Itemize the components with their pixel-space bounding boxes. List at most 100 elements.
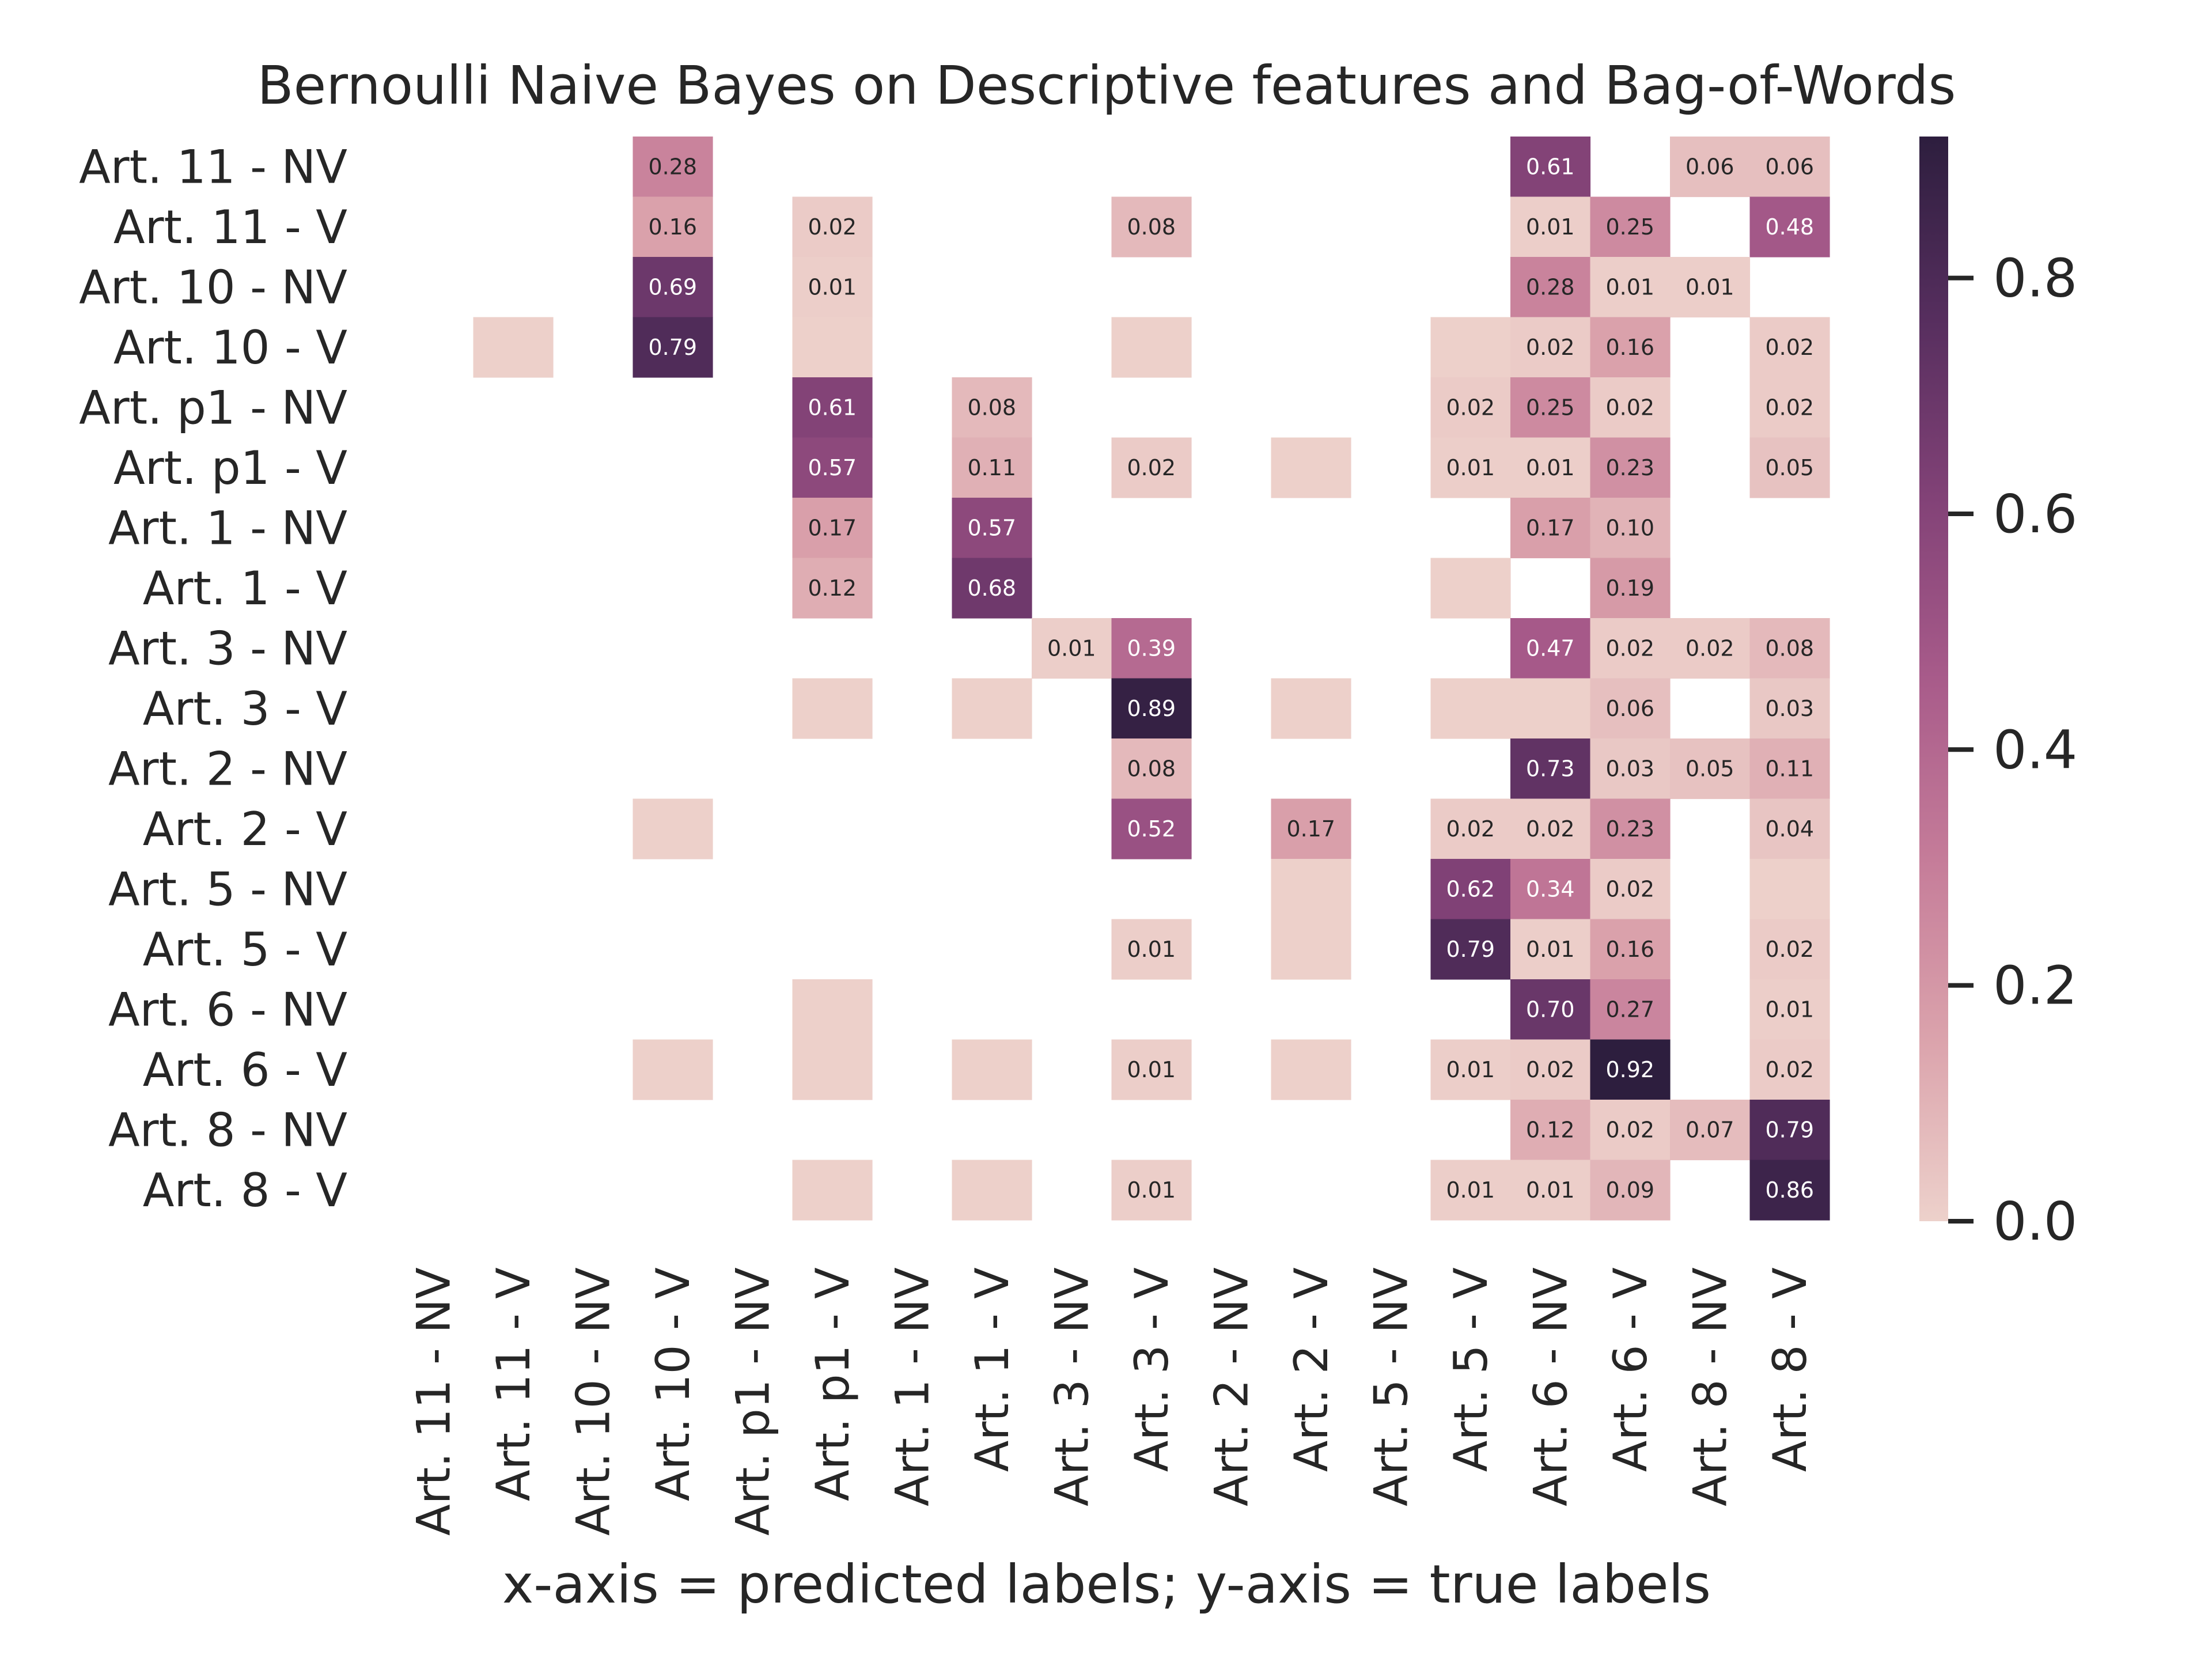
- cell-value-label: 0.48: [1765, 214, 1814, 240]
- heatmap-cell: [1111, 437, 1192, 498]
- heatmap-cell: [1510, 137, 1591, 198]
- cell-value-label: 0.92: [1605, 1057, 1654, 1082]
- y-tick-label: Art. 5 - NV: [108, 862, 347, 916]
- cell-value-label: 0.28: [648, 154, 697, 179]
- x-tick-label: Art. 11 - V: [487, 1267, 540, 1501]
- cell-value-label: 0.70: [1526, 997, 1575, 1022]
- heatmap-cell: [1430, 919, 1511, 980]
- heatmap-cell: [1271, 798, 1351, 859]
- heatmap-cell: [792, 1039, 873, 1100]
- heatmap-cell: [1111, 317, 1192, 378]
- x-tick-label: Art. 11 - NV: [407, 1267, 460, 1536]
- cell-value-label: 0.25: [1605, 214, 1654, 240]
- heatmap-cell: [1749, 437, 1830, 498]
- heatmap-cell: [1510, 678, 1591, 739]
- x-tick-label: Art. 5 - V: [1444, 1267, 1498, 1472]
- heatmap-cell: [1590, 437, 1671, 498]
- heatmap-cell: [952, 1160, 1032, 1221]
- y-tick-label: Art. 10 - NV: [79, 260, 347, 314]
- heatmap-cell: [1510, 498, 1591, 559]
- heatmap-cell: [1749, 678, 1830, 739]
- cell-value-label: 0.61: [1526, 154, 1575, 179]
- cell-value-label: 0.27: [1605, 997, 1654, 1022]
- heatmap-cell: [1510, 919, 1591, 980]
- heatmap-cell: [1749, 377, 1830, 438]
- cell-value-label: 0.01: [1127, 1177, 1176, 1203]
- cell-value-label: 0.02: [1526, 816, 1575, 842]
- heatmap-cell: [1670, 1100, 1751, 1161]
- y-tick-label: Art. 2 - NV: [108, 742, 347, 796]
- heatmap-cell: [1510, 257, 1591, 318]
- heatmap-cell: [1510, 1039, 1591, 1100]
- heatmap-cell: [792, 257, 873, 318]
- cell-value-label: 0.23: [1605, 455, 1654, 480]
- heatmap-cell: [1590, 317, 1671, 378]
- y-tick-label: Art. 3 - NV: [108, 622, 347, 675]
- heatmap-cell: [1590, 257, 1671, 318]
- heatmap-cell: [1510, 377, 1591, 438]
- heatmap-cell: [952, 678, 1032, 739]
- cell-value-label: 0.01: [1526, 1177, 1575, 1203]
- heatmap-cell: [792, 558, 873, 619]
- x-axis-tick-labels: Art. 11 - NV Art. 11 - V Art. 10 - NV Art. …: [407, 1267, 1817, 1536]
- cell-value-label: 0.02: [1446, 816, 1495, 842]
- cell-value-label: 0.02: [1605, 395, 1654, 420]
- heatmap-cell: [1111, 1039, 1192, 1100]
- colorbar-tick-label: 0.4: [1993, 719, 2077, 781]
- heatmap-cell: [1510, 196, 1591, 257]
- y-tick-label: Art. 1 - NV: [108, 501, 347, 555]
- colorbar-tick-label: 0.6: [1993, 483, 2077, 545]
- colorbar-tick-label: 0.8: [1993, 248, 2077, 309]
- heatmap-cell: [1510, 1160, 1591, 1221]
- heatmap-cell: [1111, 919, 1192, 980]
- cell-value-label: 0.16: [1605, 335, 1654, 360]
- chart-title: Bernoulli Naive Bayes on Descriptive fea…: [257, 55, 1956, 116]
- heatmap-cell: [1749, 1100, 1830, 1161]
- cell-value-label: 0.39: [1127, 635, 1176, 661]
- cell-value-label: 0.61: [808, 395, 857, 420]
- heatmap-cell: [1032, 618, 1112, 679]
- heatmap-cell: [1271, 859, 1351, 920]
- cell-value-label: 0.02: [1605, 635, 1654, 661]
- y-tick-label: Art. 5 - V: [143, 923, 347, 976]
- cell-value-label: 0.79: [648, 335, 697, 360]
- heatmap-cell: [1590, 678, 1671, 739]
- heatmap-cell: [1271, 1039, 1351, 1100]
- x-tick-label: Art. 6 - V: [1604, 1267, 1657, 1472]
- cell-value-label: 0.17: [808, 515, 857, 540]
- heatmap-cell: [1749, 196, 1830, 257]
- heatmap-cell: [1430, 1039, 1511, 1100]
- cell-value-label: 0.08: [1127, 756, 1176, 781]
- heatmap-cell: [632, 196, 713, 257]
- y-tick-label: Art. 6 - NV: [108, 983, 347, 1036]
- heatmap-cell: [1111, 678, 1192, 739]
- heatmap-cell: [632, 257, 713, 318]
- heatmap-cell: [952, 437, 1032, 498]
- cell-value-label: 0.02: [1127, 455, 1176, 480]
- cell-value-label: 0.01: [808, 274, 857, 300]
- cell-value-label: 0.08: [1127, 214, 1176, 240]
- heatmap-cell: [1749, 618, 1830, 679]
- heatmap-cell: [1510, 979, 1591, 1040]
- heatmap-cell: [632, 798, 713, 859]
- cell-value-label: 0.34: [1526, 876, 1575, 902]
- y-tick-label: Art. 3 - V: [143, 682, 347, 736]
- heatmap-cell: [1111, 1160, 1192, 1221]
- cell-value-label: 0.16: [1605, 937, 1654, 962]
- cell-value-label: 0.09: [1605, 1177, 1654, 1203]
- heatmap-cell: [1670, 137, 1751, 198]
- heatmap-cell: [1590, 859, 1671, 920]
- heatmap-cell: [1430, 377, 1511, 438]
- cell-value-label: 0.02: [1765, 395, 1814, 420]
- colorbar-tick-label: 0.2: [1993, 955, 2077, 1017]
- heatmap-cell: [1749, 919, 1830, 980]
- cell-value-label: 0.05: [1685, 756, 1734, 781]
- heatmap-cell: [1590, 1100, 1671, 1161]
- x-tick-label: Art. 2 - V: [1285, 1267, 1338, 1472]
- heatmap-cell: [792, 498, 873, 559]
- x-tick-label: Art. 8 - NV: [1683, 1267, 1737, 1506]
- heatmap-cell: [1510, 1100, 1591, 1161]
- cell-value-label: 0.01: [1047, 635, 1096, 661]
- heatmap-cell: [1590, 498, 1671, 559]
